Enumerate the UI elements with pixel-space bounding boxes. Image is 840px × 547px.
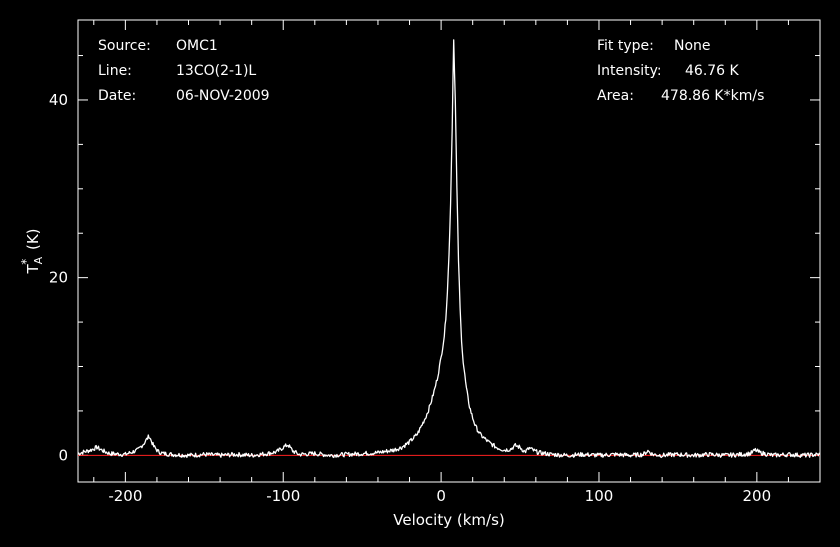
area-value: 478.86 K*km/s [661,88,764,104]
spectrum-line [77,39,821,459]
line-label: Line: [98,63,132,79]
date-label: Date: [98,88,136,104]
info-block-left: Source: OMC1 Line: 13CO(2-1)L Date: 06-N… [98,38,270,104]
source-label: Source: [98,38,151,54]
fit-type-value: None [674,38,711,54]
y-axis-label-superscript: * [19,259,33,265]
y-axis-label-unit: (K) [24,228,42,254]
svg-text:TA* (K): TA* (K) [19,228,45,274]
y-axis-ticks: 0 20 40 [49,55,820,464]
x-tick-label: 200 [743,487,772,505]
y-axis-label-symbol: T [24,264,42,275]
x-tick-label: -200 [108,487,142,505]
y-tick-label: 0 [58,446,68,464]
info-block-right: Fit type: None Intensity: 46.76 K Area: … [597,38,764,104]
x-tick-label: 100 [585,487,614,505]
x-tick-label: -100 [266,487,300,505]
y-tick-label: 20 [49,269,68,287]
x-axis-label: Velocity (km/s) [393,511,504,529]
source-value: OMC1 [176,38,218,54]
x-tick-label: 0 [436,487,446,505]
y-axis-label-subscript: A [32,256,45,264]
date-value: 06-NOV-2009 [176,88,270,104]
plot-frame [77,19,821,483]
intensity-label: Intensity: [597,63,662,79]
y-tick-label: 40 [49,91,68,109]
area-label: Area: [597,88,634,104]
fit-type-label: Fit type: [597,38,654,54]
line-value: 13CO(2-1)L [176,63,256,79]
x-axis-ticks: -200 -100 0 100 200 [93,20,821,505]
intensity-value: 46.76 K [685,63,740,79]
y-axis-label: TA* (K) [19,228,45,274]
